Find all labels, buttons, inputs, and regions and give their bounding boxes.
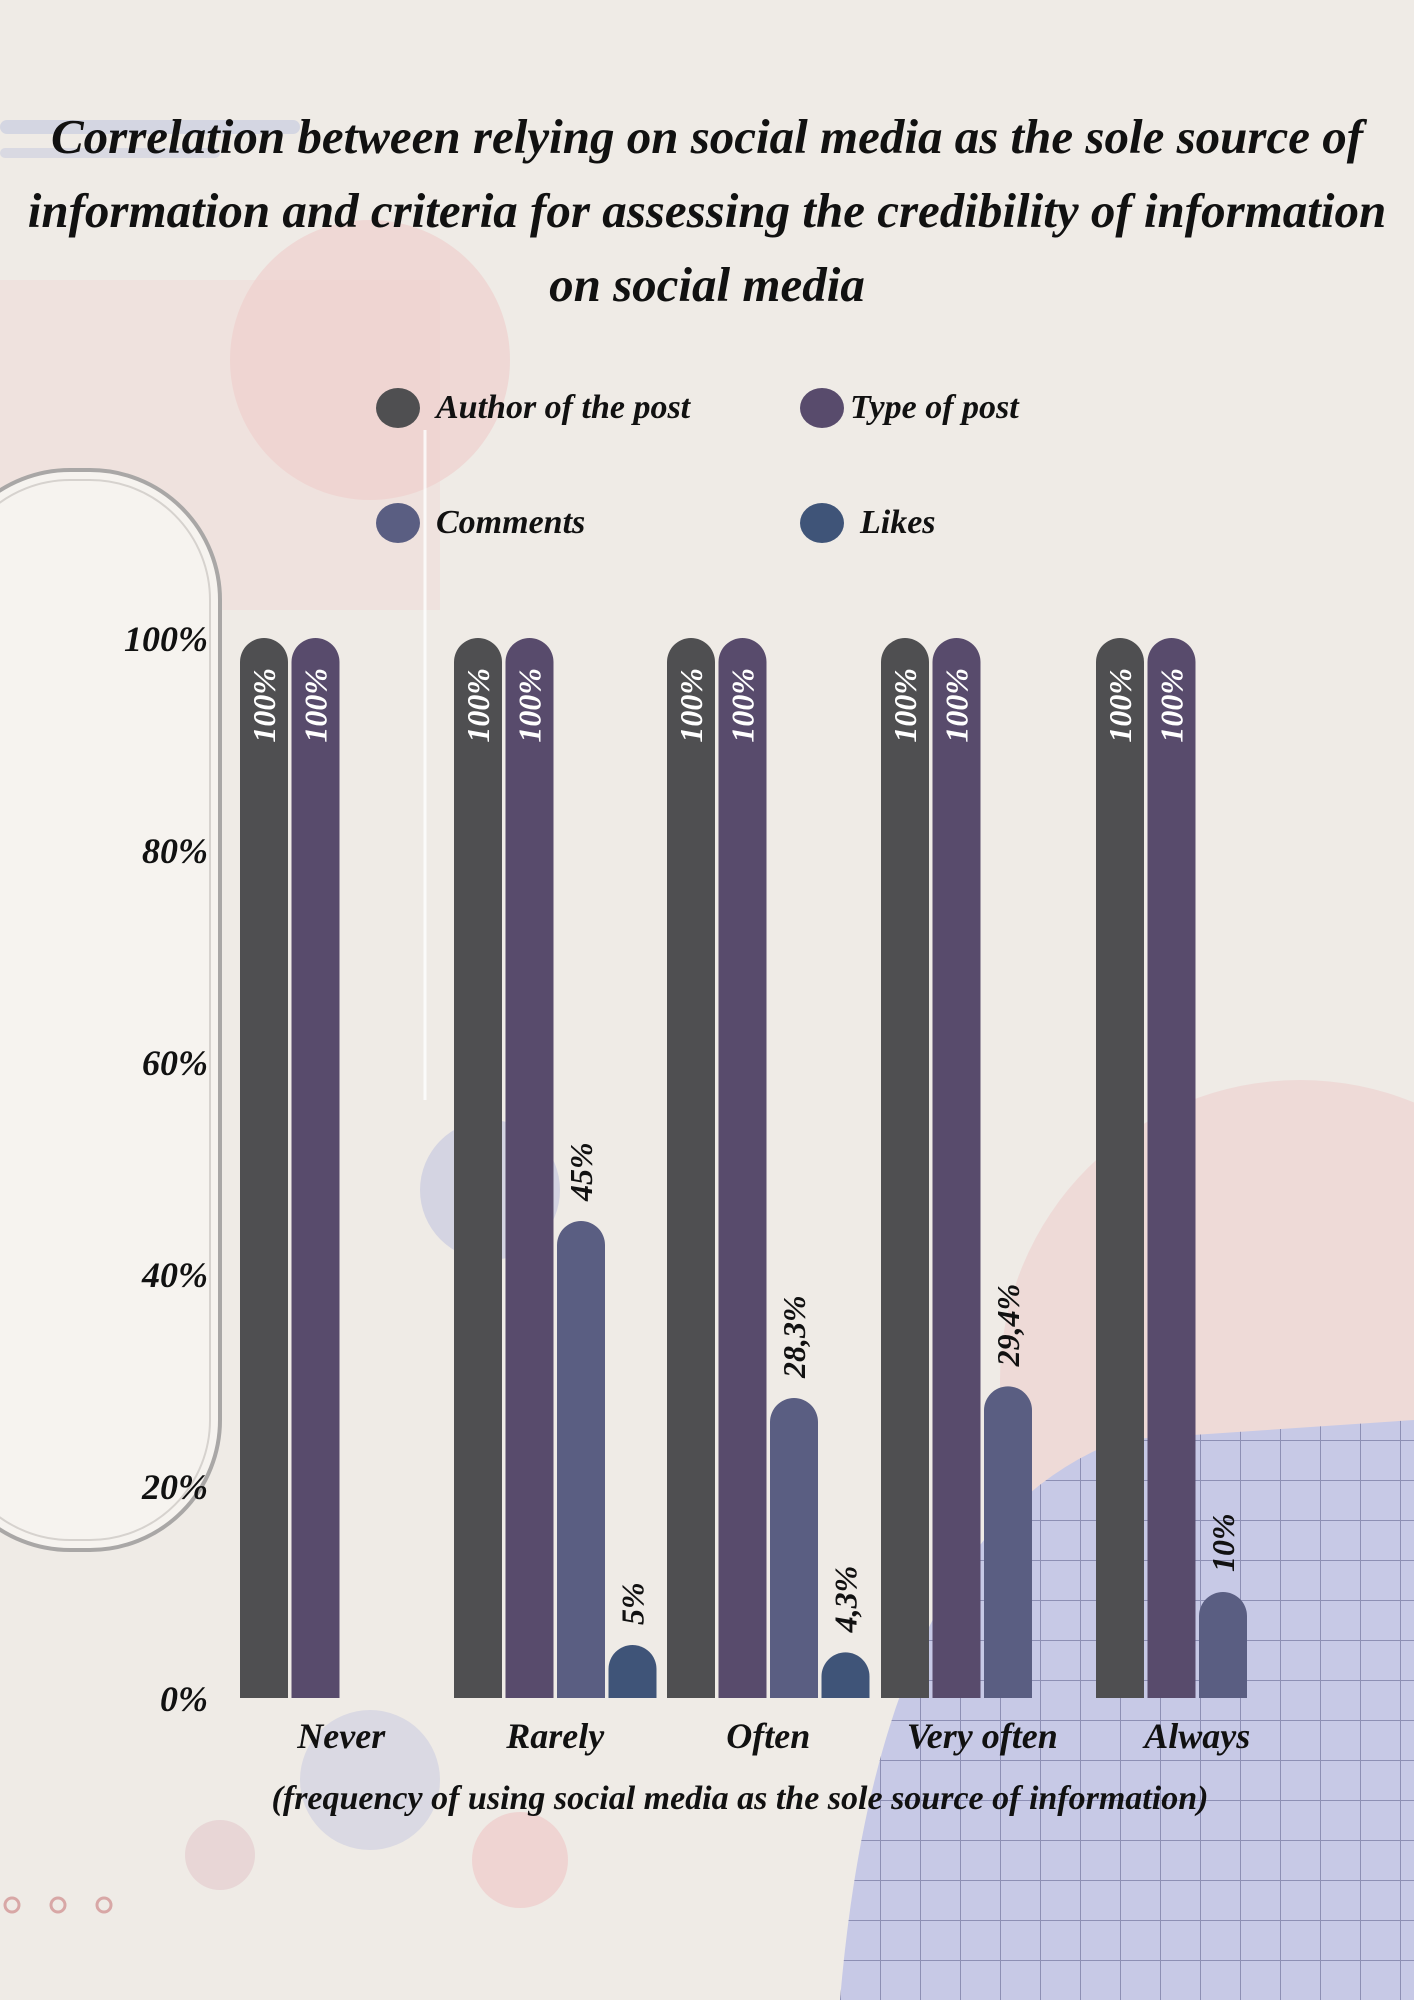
bar-author-of-the-post-often [667, 638, 715, 1698]
y-tick-label: 0% [160, 1679, 208, 1719]
legend-label-likes: Likes [860, 504, 936, 541]
bar-author-of-the-post-always [1096, 638, 1144, 1698]
bar-comments-very-often [984, 1386, 1032, 1698]
legend-item-author: Author of the post [376, 385, 690, 431]
x-tick-label: Always [1142, 1716, 1250, 1756]
y-tick-label: 100% [124, 619, 208, 659]
data-label: 100% [725, 668, 761, 743]
legend-item-type: Type of post [800, 385, 1019, 431]
x-tick-label: Never [296, 1716, 386, 1756]
data-label: 5% [615, 1582, 651, 1625]
data-label: 100% [512, 668, 548, 743]
data-label: 100% [939, 668, 975, 743]
legend-swatch-comments [376, 503, 420, 543]
legend-item-comments: Comments [376, 500, 585, 546]
legend-label-author: Author of the post [436, 389, 691, 426]
data-label: 4,3% [828, 1566, 864, 1634]
data-label: 10% [1205, 1513, 1241, 1572]
y-tick-label: 60% [142, 1043, 208, 1083]
bar-type-of-post-rarely [505, 638, 554, 1698]
data-label: 100% [298, 668, 334, 743]
chart-title: Correlation between relying on social me… [27, 109, 1387, 312]
x-tick-label: Very often [907, 1716, 1058, 1756]
data-label: 28,3% [776, 1295, 812, 1379]
data-label: 100% [1102, 668, 1138, 743]
data-label: 100% [1154, 668, 1190, 743]
bar-author-of-the-post-never [240, 638, 288, 1698]
x-tick-label: Rarely [505, 1716, 605, 1756]
y-tick-label: 20% [141, 1467, 208, 1507]
data-label: 100% [673, 668, 709, 743]
bar-comments-rarely [557, 1221, 605, 1698]
bar-author-of-the-post-rarely [454, 638, 502, 1698]
data-label: 100% [246, 668, 282, 743]
bar-comments-often [770, 1398, 818, 1698]
bar-comments-always [1199, 1592, 1247, 1698]
y-tick-label: 80% [142, 831, 208, 871]
legend-label-type: Type of post [850, 389, 1019, 426]
x-axis-title: (frequency of using social media as the … [271, 1780, 1209, 1817]
legend-label-comments: Comments [436, 504, 586, 541]
bar-author-of-the-post-very-often [881, 638, 929, 1698]
bar-type-of-post-often [718, 638, 767, 1698]
data-label: 45% [563, 1142, 599, 1202]
legend-swatch-author [376, 388, 420, 428]
bar-type-of-post-always [1147, 638, 1196, 1698]
bar-likes-rarely [608, 1645, 657, 1698]
bar-type-of-post-never [291, 638, 340, 1698]
legend-swatch-likes [800, 503, 844, 543]
legend-item-likes: Likes [800, 500, 936, 546]
bar-likes-often [821, 1652, 870, 1698]
data-label: 100% [460, 668, 496, 743]
data-label: 100% [887, 668, 923, 743]
bar-type-of-post-very-often [932, 638, 981, 1698]
data-label: 29,4% [990, 1284, 1026, 1368]
legend-swatch-type [800, 388, 844, 428]
x-tick-label: Often [726, 1716, 810, 1756]
y-tick-label: 40% [141, 1255, 208, 1295]
